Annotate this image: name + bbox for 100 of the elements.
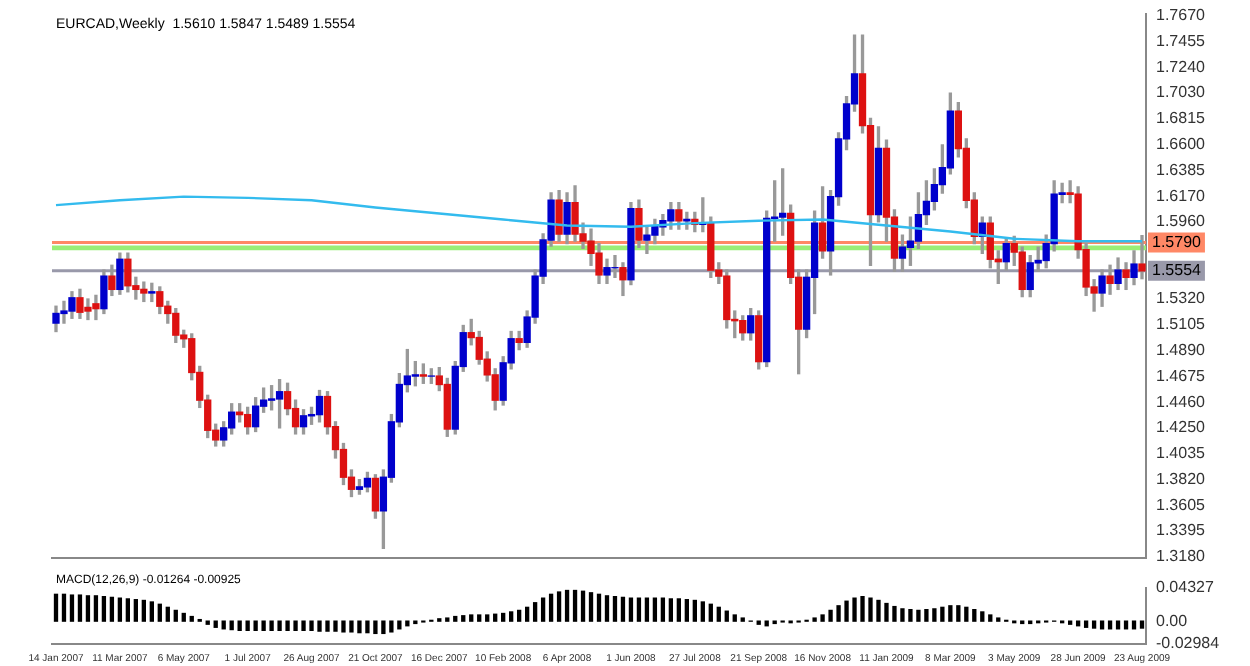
y-tick-label: 1.6385 (1156, 161, 1207, 180)
bar (149, 601, 154, 622)
y-tick-label: 1.4675 (1156, 367, 1207, 386)
bar (213, 620, 218, 628)
y-tick-label: 1.5960 (1156, 212, 1207, 231)
bar (868, 597, 873, 622)
bar (516, 609, 522, 622)
bar (365, 620, 370, 634)
y-tick-label: 1.3820 (1156, 470, 1207, 489)
bar (836, 605, 841, 622)
bar (189, 615, 194, 622)
y-tick-label: 1.6600 (1156, 135, 1207, 154)
bar (381, 620, 386, 635)
bar (660, 597, 666, 622)
bar (245, 620, 250, 631)
bar (844, 600, 849, 622)
bar (876, 599, 881, 622)
bar (469, 614, 474, 622)
bar (948, 605, 953, 622)
ref-line-label: 1.5554 (1152, 261, 1203, 280)
bar (493, 613, 498, 622)
bar (636, 597, 642, 622)
bar (708, 603, 713, 622)
bar (389, 620, 394, 633)
bar (253, 620, 258, 631)
bar (900, 608, 905, 622)
bar (333, 620, 338, 632)
bar (229, 620, 234, 631)
bar (93, 595, 99, 622)
bar (341, 620, 346, 633)
bar (1099, 620, 1105, 630)
bar (828, 609, 833, 622)
bar (980, 611, 985, 622)
bar (181, 612, 186, 622)
y-tick-label: 1.7030 (1156, 83, 1207, 102)
bar (1091, 620, 1097, 629)
bar (261, 620, 266, 631)
y-tick-label: 1.4250 (1156, 418, 1207, 437)
bar (588, 592, 594, 622)
y-tick-label: 1.6815 (1156, 109, 1207, 128)
bar (77, 594, 83, 622)
y-tick-label: 1.3395 (1156, 521, 1207, 540)
bar (884, 602, 889, 622)
bar (1107, 620, 1113, 630)
bar (501, 612, 506, 622)
bar (932, 608, 937, 622)
y-tick-label: 1.6170 (1156, 187, 1207, 206)
bar (285, 620, 290, 631)
bar (85, 595, 91, 622)
y-tick-label: 1.7240 (1156, 58, 1207, 77)
y-tick-label: 1.5320 (1156, 289, 1207, 308)
y-tick-label: 0.04327 (1156, 578, 1215, 597)
bar (221, 620, 226, 630)
bar (101, 595, 107, 622)
bar (548, 593, 554, 622)
bar (620, 596, 626, 622)
y-tick-label: 1.3180 (1156, 547, 1207, 566)
bar (453, 615, 458, 622)
bar (133, 599, 139, 622)
bar (141, 599, 146, 622)
bar (109, 596, 115, 622)
bar (237, 620, 242, 631)
bar (668, 598, 674, 622)
bar (477, 614, 482, 622)
bar (357, 620, 362, 634)
bar (572, 589, 578, 622)
bar (564, 589, 570, 622)
candlestick (1138, 234, 1146, 280)
bar (317, 620, 322, 632)
y-tick-label: 1.3605 (1156, 495, 1207, 514)
bar (1075, 620, 1081, 627)
bar (908, 608, 913, 622)
bar (325, 620, 330, 632)
bar (820, 614, 825, 622)
bar (117, 597, 123, 622)
y-tick-label: -0.02984 (1156, 634, 1221, 653)
y-tick-label: 0.00 (1156, 611, 1189, 630)
bar (157, 603, 162, 622)
bar (1139, 620, 1145, 629)
bar (532, 602, 538, 622)
bar (1083, 620, 1089, 628)
bar (700, 601, 705, 622)
bar (277, 620, 282, 631)
y-tick-label: 1.4460 (1156, 392, 1207, 411)
y-tick-label: 1.7455 (1156, 32, 1207, 51)
bar (1115, 620, 1121, 630)
bar (53, 593, 59, 622)
bar (173, 609, 178, 622)
bar (125, 598, 131, 622)
y-tick-label: 1.7670 (1156, 6, 1207, 25)
bar (628, 597, 634, 622)
bar (604, 595, 610, 622)
bar (684, 599, 689, 622)
bar (1123, 620, 1129, 630)
bar (924, 608, 929, 622)
bar (964, 606, 969, 622)
bar (892, 605, 897, 622)
bar (1131, 620, 1137, 630)
bar (509, 611, 514, 622)
bar (692, 599, 697, 622)
